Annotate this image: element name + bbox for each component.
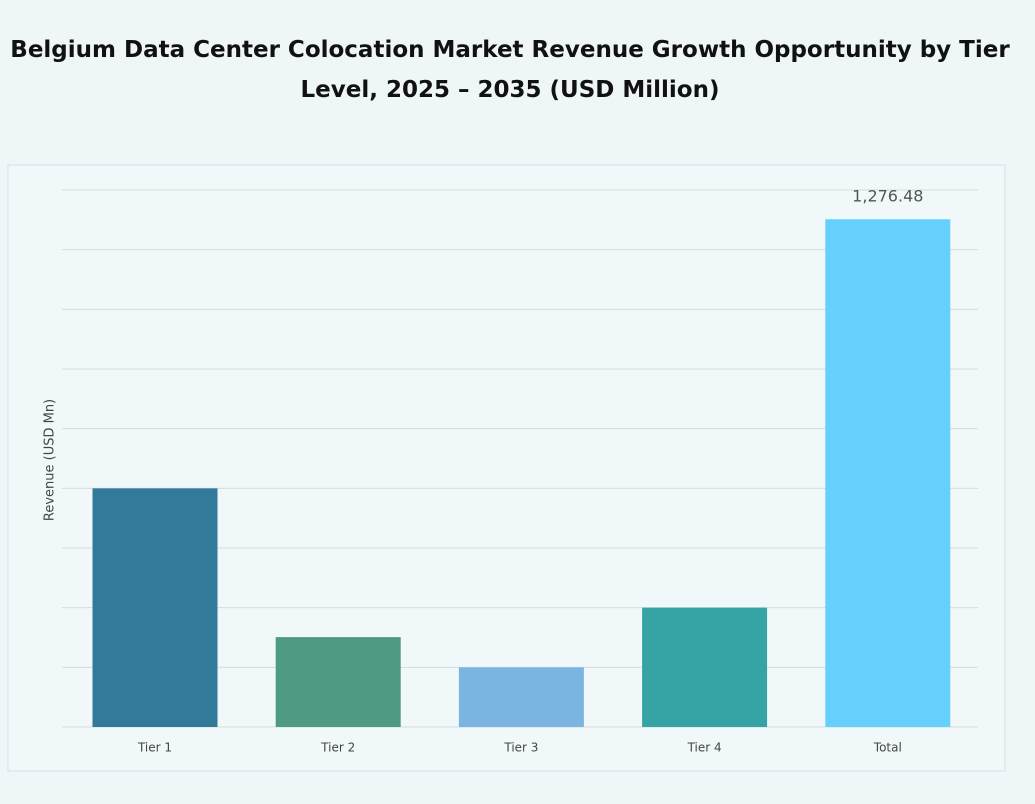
chart-title: Belgium Data Center Colocation Market Re…: [10, 37, 1010, 103]
bar: [642, 607, 768, 727]
x-tick-label: Tier 4: [687, 741, 722, 755]
bar: [458, 667, 584, 727]
bar: [825, 219, 951, 727]
bar: [92, 488, 218, 727]
x-tick-label: Tier 1: [137, 741, 172, 755]
y-axis-label: Revenue (USD Mn): [43, 399, 58, 521]
x-tick-label: Total: [873, 741, 902, 755]
x-tick-label: Tier 3: [503, 741, 538, 755]
x-tick-label: Tier 2: [320, 741, 355, 755]
data-label: 1,276.48: [852, 187, 923, 206]
bar: [275, 637, 401, 727]
